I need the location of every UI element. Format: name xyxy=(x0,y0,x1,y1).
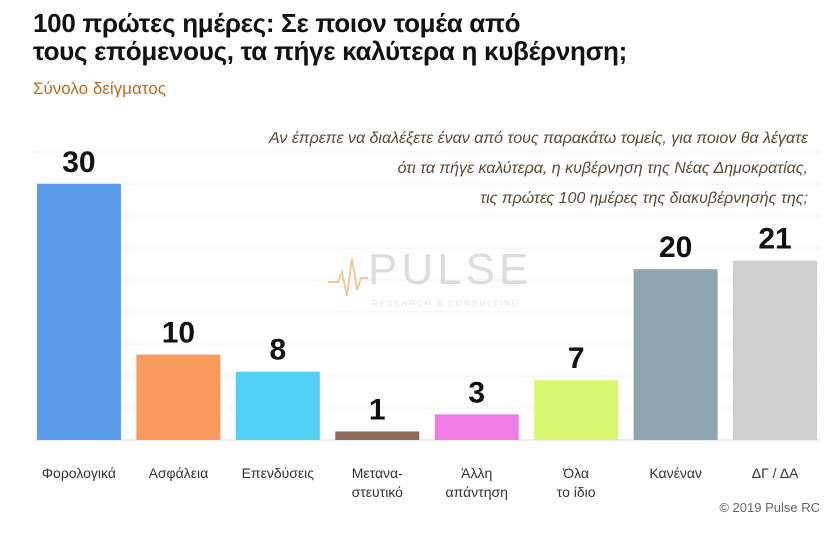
chart-subtitle: Σύνολο δείγματος xyxy=(33,79,166,98)
data-label: 7 xyxy=(568,342,585,375)
svg-text:PULSE: PULSE xyxy=(368,245,532,294)
pulse-logo-icon: PULSE RESEARCH & CONSULTING xyxy=(328,245,532,308)
data-label: 21 xyxy=(758,223,791,256)
bar xyxy=(434,414,519,440)
bar xyxy=(335,431,420,440)
category-label: το ίδιο xyxy=(557,484,596,500)
category-label: Ασφάλεια xyxy=(149,465,209,481)
data-label: 8 xyxy=(269,334,286,367)
data-label: 10 xyxy=(162,317,195,350)
category-label: Επενδύσεις xyxy=(242,465,315,481)
chart-title-line1: 100 πρώτες ημέρες: Σε ποιον τομέα από xyxy=(33,8,521,38)
bar xyxy=(36,183,121,440)
pulse-logo-watermark: PULSE RESEARCH & CONSULTING xyxy=(328,244,538,319)
chart-title-line2: τους επόμενους, τα πήγε καλύτερα η κυβέρ… xyxy=(33,36,627,66)
bar xyxy=(733,260,818,440)
category-label: Φορολογικά xyxy=(42,465,116,481)
category-label: ΔΓ / ΔΑ xyxy=(752,465,799,481)
bar xyxy=(136,354,221,440)
category-label: απάντηση xyxy=(446,484,508,500)
bar xyxy=(235,371,320,440)
survey-question: Αν έπρεπε να διαλέξετε έναν από τους παρ… xyxy=(128,124,808,214)
copyright-note: © 2019 Pulse RC xyxy=(719,500,820,515)
bar xyxy=(633,269,718,440)
bar xyxy=(534,380,619,440)
category-label: στευτικό xyxy=(352,484,404,500)
data-label: 20 xyxy=(659,231,692,264)
data-label: 30 xyxy=(62,146,95,179)
question-line1: Αν έπρεπε να διαλέξετε έναν από τους παρ… xyxy=(268,130,808,147)
data-label: 3 xyxy=(468,376,485,409)
svg-text:RESEARCH & CONSULTING: RESEARCH & CONSULTING xyxy=(372,299,520,308)
question-line3: τις πρώτες 100 ημέρες της διακυβέρνησής … xyxy=(480,190,808,207)
category-label: Μετανα- xyxy=(352,465,403,481)
data-label: 1 xyxy=(369,393,386,426)
category-label: Κανέναν xyxy=(649,465,702,481)
chart-title: 100 πρώτες ημέρες: Σε ποιον τομέα από το… xyxy=(33,9,673,65)
question-line2: ότι τα πήγε καλύτερα, η κυβέρνηση της Νέ… xyxy=(397,160,808,177)
category-label: Όλα xyxy=(562,465,589,481)
category-label: Άλλη xyxy=(461,465,492,481)
